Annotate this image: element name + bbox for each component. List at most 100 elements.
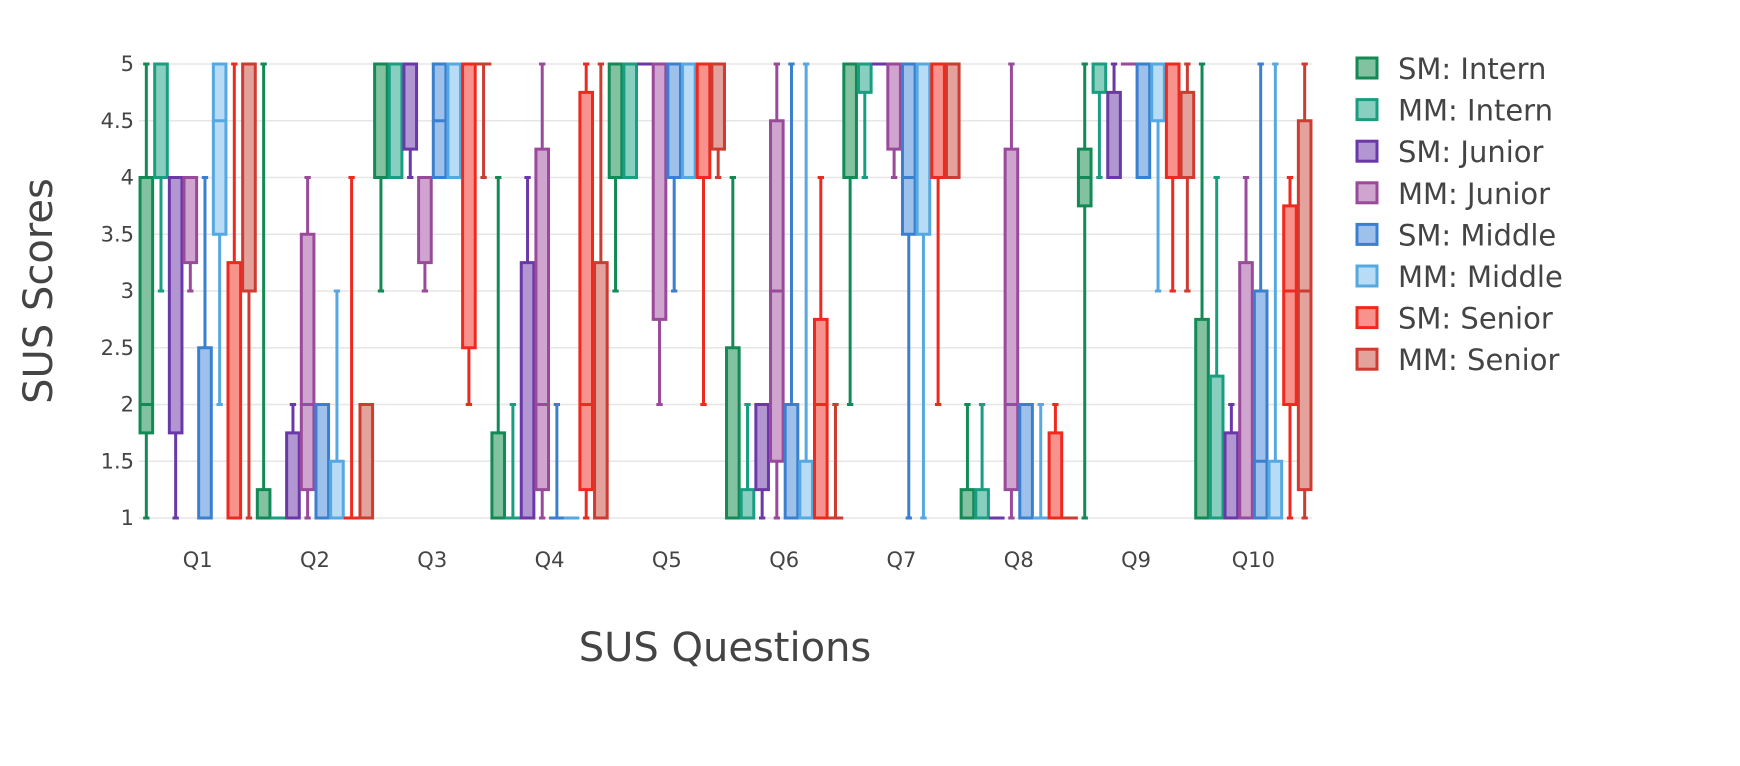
box-mark[interactable] (666, 62, 682, 293)
box-mark[interactable] (783, 62, 800, 520)
box-mark[interactable] (915, 62, 932, 520)
box-mark[interactable] (1047, 403, 1064, 520)
box-mark[interactable] (505, 403, 521, 520)
box-mark[interactable] (1238, 176, 1254, 520)
box-mark[interactable] (651, 62, 668, 406)
box-mark[interactable] (1106, 62, 1122, 179)
box-mark[interactable] (461, 62, 477, 406)
box-iqr (1164, 62, 1181, 179)
box-mark[interactable] (695, 62, 712, 406)
box-mark[interactable] (329, 289, 345, 520)
box-iqr (930, 62, 946, 179)
box-mark[interactable] (974, 403, 990, 520)
box-mark[interactable] (930, 62, 946, 406)
box-mark[interactable] (534, 62, 551, 520)
box-mark[interactable] (241, 62, 257, 520)
box-mark[interactable] (1076, 62, 1093, 520)
box-mark[interactable] (622, 62, 638, 179)
box-mark[interactable] (387, 62, 404, 179)
box-mark[interactable] (1194, 62, 1210, 520)
legend-item[interactable]: SM: Senior (1355, 302, 1553, 336)
box-mark[interactable] (402, 62, 419, 179)
box-mark[interactable] (959, 403, 976, 520)
box-iqr (593, 261, 609, 520)
box-mark[interactable] (1032, 403, 1049, 520)
box-mark[interactable] (754, 403, 770, 520)
box-mark[interactable] (314, 403, 331, 520)
box-mark[interactable] (167, 176, 184, 520)
box-mark[interactable] (681, 62, 697, 179)
box-mark[interactable] (900, 62, 917, 520)
legend-label: SM: Intern (1398, 52, 1546, 86)
box-mark[interactable] (1135, 62, 1152, 179)
box-mark[interactable] (446, 62, 463, 179)
box-mark[interactable] (519, 176, 536, 520)
box-mark[interactable] (1223, 403, 1240, 520)
box-mark[interactable] (1208, 176, 1225, 520)
x-tick-label: Q6 (769, 548, 799, 572)
box-mark[interactable] (813, 176, 829, 520)
box-mark[interactable] (153, 62, 169, 293)
box-mark[interactable] (798, 62, 814, 520)
box-mark[interactable] (593, 62, 609, 520)
box-mark[interactable] (182, 176, 199, 293)
box-iqr (886, 62, 902, 151)
x-axis-ticks: Q1 Q2 Q3 Q4 Q5 Q6 Q7 Q8 Q9 Q10 (183, 548, 1275, 572)
legend-item[interactable]: SM: Middle (1355, 218, 1556, 252)
legend-item[interactable]: MM: Intern (1355, 94, 1553, 128)
box-mark[interactable] (255, 62, 272, 520)
box-mark[interactable] (1282, 176, 1298, 520)
box-mark[interactable] (138, 62, 155, 520)
box-mark[interactable] (490, 176, 507, 520)
legend-label: SM: Junior (1398, 135, 1544, 169)
box-mark[interactable] (1267, 62, 1284, 520)
legend[interactable]: SM: Intern MM: Intern SM: Junior MM: Junior… (1355, 52, 1563, 377)
legend-item[interactable]: SM: Junior (1355, 135, 1544, 169)
box-mark[interactable] (197, 176, 213, 520)
box-mark[interactable] (578, 62, 595, 520)
box-mark[interactable] (725, 176, 741, 520)
box-mark[interactable] (842, 62, 858, 406)
legend-item[interactable]: MM: Senior (1355, 343, 1559, 377)
legend-item[interactable]: SM: Intern (1355, 52, 1546, 86)
box-mark[interactable] (856, 62, 873, 179)
box-mark[interactable] (549, 403, 565, 520)
box-mark[interactable] (417, 176, 433, 293)
box-mark[interactable] (1018, 403, 1034, 520)
legend-item[interactable]: MM: Junior (1355, 177, 1550, 211)
box-mark[interactable] (739, 403, 756, 520)
box-mark[interactable] (607, 62, 624, 293)
box-mark[interactable] (226, 62, 243, 520)
box-mark[interactable] (475, 62, 492, 179)
x-tick-label: Q10 (1232, 548, 1275, 572)
box-mark[interactable] (886, 62, 902, 179)
box-iqr (607, 62, 624, 179)
box-mark[interactable] (1003, 62, 1020, 520)
box-iqr (1150, 62, 1166, 123)
box-mark[interactable] (1150, 62, 1166, 293)
box-mark[interactable] (211, 62, 228, 406)
box-mark[interactable] (1091, 62, 1108, 179)
box-iqr (211, 62, 228, 236)
box-mark[interactable] (1164, 62, 1181, 293)
box-iqr (402, 62, 419, 151)
box-iqr (358, 403, 375, 520)
box-mark[interactable] (343, 176, 360, 520)
box-mark[interactable] (769, 62, 785, 520)
box-mark[interactable] (285, 403, 301, 520)
box-mark[interactable] (431, 62, 448, 179)
legend-item[interactable]: MM: Middle (1355, 260, 1563, 294)
box-mark[interactable] (299, 176, 316, 520)
box-iqr (915, 62, 932, 236)
box-iqr (681, 62, 697, 179)
box-mark[interactable] (373, 62, 389, 293)
box-iqr (1194, 317, 1210, 520)
box-mark[interactable] (358, 403, 375, 520)
box-mark[interactable] (1296, 62, 1313, 520)
box-mark[interactable] (944, 62, 961, 179)
box-mark[interactable] (1252, 62, 1269, 520)
box-mark[interactable] (1179, 62, 1196, 293)
series-7 (241, 62, 1313, 520)
box-mark[interactable] (710, 62, 726, 179)
box-mark[interactable] (827, 403, 844, 520)
